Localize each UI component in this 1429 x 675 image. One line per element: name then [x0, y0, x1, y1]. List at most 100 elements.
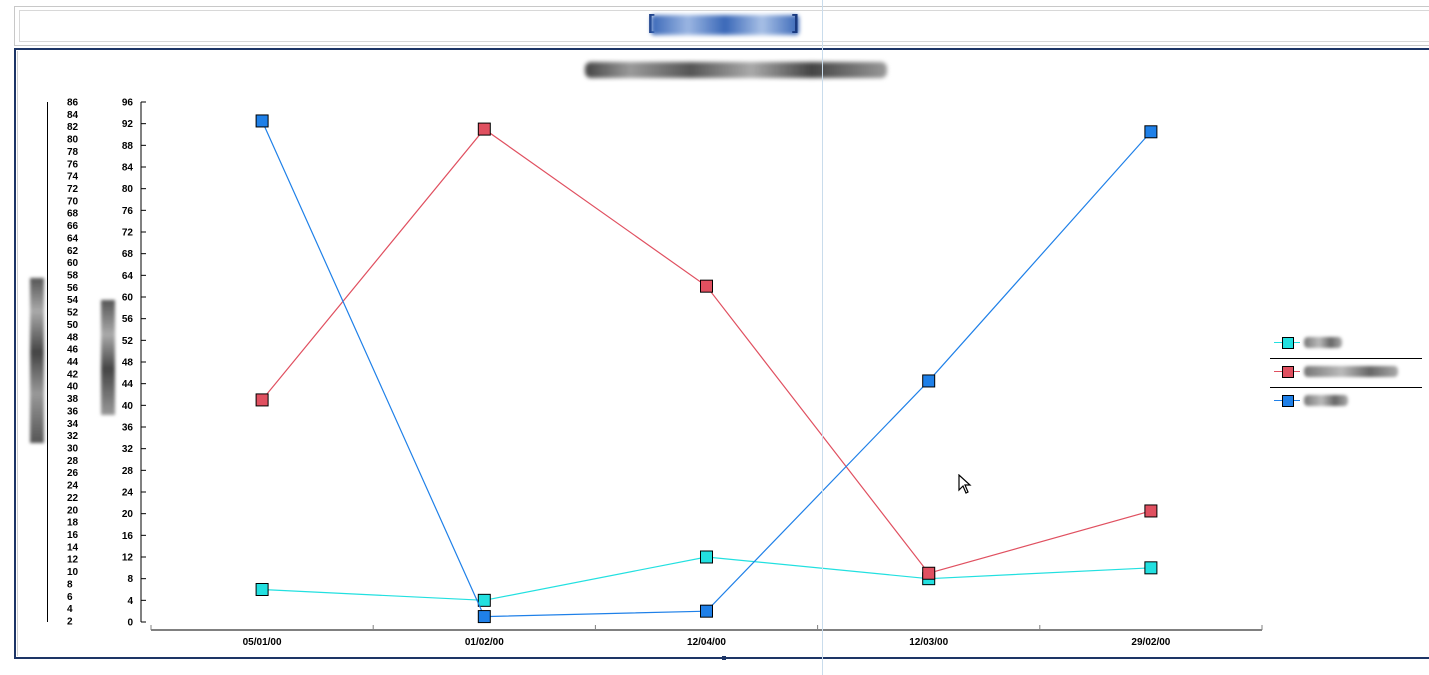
- secondary-y-tick-label: 82: [67, 122, 79, 133]
- secondary-y-tick-label: 8: [67, 579, 73, 590]
- x-tick-label: 12/04/00: [687, 637, 726, 648]
- secondary-y-tick-label: 80: [67, 135, 79, 146]
- secondary-y-tick-label: 72: [67, 184, 79, 195]
- legend-item-series-2[interactable]: [1270, 359, 1422, 387]
- secondary-y-tick-label: 38: [67, 394, 79, 405]
- data-point-marker: [255, 393, 269, 407]
- primary-y-axis-label-redacted: [101, 300, 115, 415]
- secondary-y-tick-label: 40: [67, 382, 79, 393]
- chart-area-inner: [17, 51, 1429, 656]
- y-tick-label: 12: [122, 553, 134, 564]
- legend[interactable]: [1270, 330, 1422, 416]
- data-point-marker: [477, 610, 491, 624]
- y-tick-label: 40: [122, 401, 134, 412]
- y-tick-label: 60: [122, 293, 134, 304]
- legend-separator: [1270, 358, 1422, 359]
- secondary-y-tick-label: 52: [67, 308, 79, 319]
- y-tick-label: 88: [122, 141, 134, 152]
- secondary-y-tick-label: 46: [67, 345, 79, 356]
- data-point-marker: [477, 122, 491, 136]
- secondary-y-tick-label: 66: [67, 221, 79, 232]
- secondary-y-tick-label: 44: [67, 357, 79, 368]
- chart-subtitle-redacted: [585, 62, 887, 78]
- y-tick-label: 0: [127, 618, 133, 629]
- legend-separator: [1270, 387, 1422, 388]
- y-tick-label: 24: [122, 488, 134, 499]
- y-tick-label: 4: [127, 596, 133, 607]
- secondary-y-tick-label: 22: [67, 493, 79, 504]
- chart-area-frame[interactable]: [14, 48, 1429, 659]
- secondary-y-tick-label: 42: [67, 369, 79, 380]
- y-tick-label: 8: [127, 574, 133, 585]
- data-point-marker: [922, 374, 936, 388]
- secondary-y-tick-label: 2: [67, 617, 73, 628]
- secondary-y-tick-label: 84: [67, 110, 79, 121]
- data-point-marker: [477, 593, 491, 607]
- secondary-y-tick-label: 36: [67, 406, 79, 417]
- title-bracket-right: ]: [792, 12, 799, 34]
- data-point-marker: [1144, 125, 1158, 139]
- y-tick-label: 64: [122, 271, 134, 282]
- legend-label-redacted: [1304, 395, 1348, 406]
- secondary-y-tick-label: 14: [67, 542, 79, 553]
- secondary-y-tick-label: 78: [67, 147, 79, 158]
- y-tick-label: 56: [122, 314, 134, 325]
- secondary-y-tick-label: 62: [67, 246, 79, 257]
- secondary-y-tick-label: 68: [67, 209, 79, 220]
- y-tick-label: 20: [122, 509, 134, 520]
- vertical-guide-line: [822, 0, 823, 675]
- resize-handle[interactable]: [722, 656, 726, 660]
- legend-item-series-1[interactable]: [1270, 330, 1422, 358]
- secondary-y-tick-label: 28: [67, 456, 79, 467]
- y-tick-label: 28: [122, 466, 134, 477]
- x-tick-label: 05/01/00: [243, 637, 282, 648]
- legend-label-redacted: [1304, 366, 1398, 377]
- y-tick-label: 80: [122, 184, 134, 195]
- secondary-y-tick-label: 74: [67, 172, 79, 183]
- data-point-marker: [255, 583, 269, 596]
- series-line: [261, 120, 1152, 618]
- data-point-marker: [700, 279, 713, 293]
- data-point-marker: [1144, 504, 1158, 518]
- chart-title-frame-inner: [19, 10, 1429, 42]
- y-tick-label: 16: [122, 531, 134, 542]
- secondary-y-tick-label: 24: [67, 481, 79, 492]
- secondary-y-tick-label: 20: [67, 505, 79, 516]
- legend-label-redacted: [1304, 337, 1342, 348]
- x-tick-label: 01/02/00: [465, 637, 504, 648]
- secondary-y-tick-label: 16: [67, 530, 79, 541]
- secondary-y-tick-label: 54: [67, 295, 79, 306]
- series-line: [261, 128, 1152, 574]
- secondary-y-tick-label: 32: [67, 431, 79, 442]
- secondary-y-tick-label: 60: [67, 258, 79, 269]
- secondary-y-axis-line: [47, 102, 48, 622]
- data-point-marker: [1144, 561, 1158, 575]
- legend-item-series-3[interactable]: [1270, 388, 1422, 416]
- secondary-y-tick-label: 6: [67, 592, 73, 603]
- secondary-y-tick-label: 64: [67, 233, 79, 244]
- secondary-y-tick-label: 10: [67, 567, 79, 578]
- y-tick-label: 92: [122, 119, 134, 130]
- y-tick-label: 44: [122, 379, 134, 390]
- data-point-marker: [700, 550, 713, 564]
- legend-swatch: [1282, 366, 1294, 378]
- y-tick-label: 68: [122, 249, 134, 260]
- secondary-y-tick-label: 34: [67, 419, 79, 430]
- x-tick-label: 12/03/00: [909, 637, 948, 648]
- data-point-marker: [922, 566, 936, 580]
- secondary-y-tick-label: 58: [67, 271, 79, 282]
- secondary-y-tick-label: 48: [67, 332, 79, 343]
- secondary-y-tick-label: 4: [67, 604, 73, 615]
- mouse-pointer-icon: [958, 474, 972, 494]
- secondary-y-tick-label: 86: [67, 98, 79, 109]
- legend-swatch: [1282, 395, 1294, 407]
- secondary-y-tick-label: 12: [67, 555, 79, 566]
- y-tick-label: 36: [122, 423, 134, 434]
- chart-title-redacted: [651, 15, 799, 35]
- legend-swatch: [1282, 337, 1294, 349]
- chart-title-frame: [14, 6, 1429, 46]
- secondary-y-tick-label: 70: [67, 196, 79, 207]
- y-tick-label: 72: [122, 228, 134, 239]
- data-point-marker: [700, 604, 713, 618]
